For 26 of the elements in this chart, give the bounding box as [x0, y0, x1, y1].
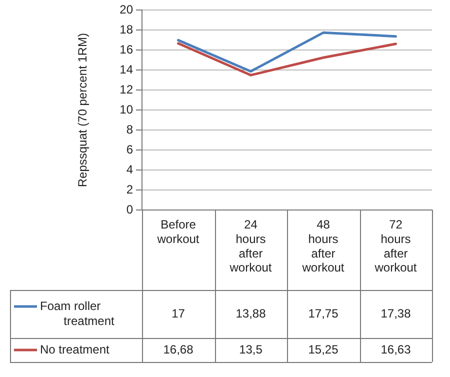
y-tick-label: 0 [126, 202, 134, 216]
y-tick-label: 12 [120, 82, 134, 96]
y-tick-label: 10 [120, 102, 134, 116]
y-tick-label: 18 [120, 22, 134, 36]
y-axis-title: Repssquat (70 percent 1RM) [76, 33, 90, 188]
legend-label: Foam roller treatment [40, 298, 116, 328]
y-tick-label: 6 [126, 142, 134, 156]
data-label: 16,68 [163, 342, 194, 356]
data-label: 15,25 [308, 342, 339, 356]
data-label: 13,5 [239, 342, 263, 356]
data-label: 17 [172, 306, 186, 320]
x-tick-label: 72 hours after workout [374, 218, 418, 275]
data-label: 17,38 [380, 306, 412, 320]
y-tick-label: 8 [126, 122, 134, 136]
x-tick-label: Before workout [156, 218, 200, 246]
x-tick-label: 48 hours after workout [301, 218, 345, 275]
data-label: 17,75 [308, 306, 339, 320]
y-tick-label: 16 [120, 42, 134, 56]
x-tick-label: 24 hours after workout [228, 218, 272, 275]
data-label: 13,88 [236, 306, 266, 320]
y-tick-label: 2 [126, 182, 134, 196]
y-tick-label: 20 [120, 2, 134, 17]
y-tick-label: 4 [126, 162, 134, 176]
y-tick-label: 14 [120, 62, 134, 76]
data-label: 16,63 [380, 342, 412, 356]
legend-label: No treatment [40, 342, 110, 356]
